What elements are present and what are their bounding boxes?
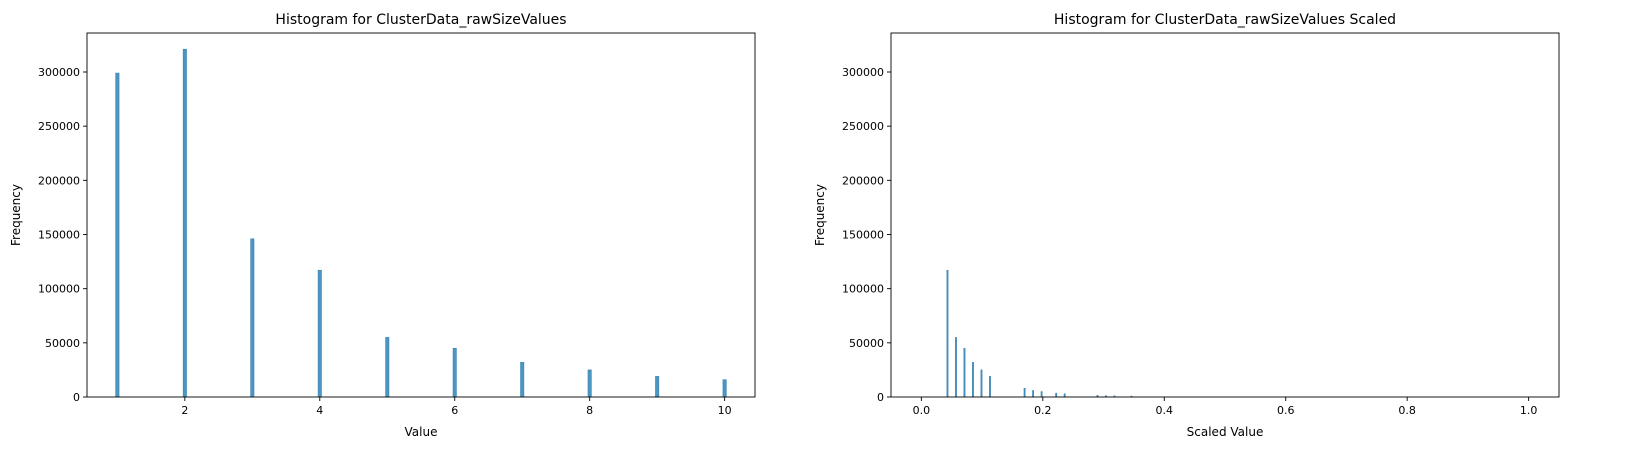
y-tick-label: 0 (877, 391, 884, 404)
y-tick-label: 100000 (842, 283, 884, 296)
x-axis-label: Value (405, 425, 438, 439)
y-tick-label: 100000 (38, 283, 80, 296)
y-ticks: 0 50000 100000 150000 200000 250000 300000 (38, 66, 87, 404)
y-axis-label: Frequency (813, 184, 827, 246)
bar (182, 48, 187, 398)
x-tick-label: 2 (181, 404, 188, 417)
y-tick-label: 250000 (38, 120, 80, 133)
chart-title: Histogram for ClusterData_rawSizeValues … (1054, 12, 1396, 28)
bar (385, 337, 390, 398)
bars (946, 269, 1133, 398)
bar (1032, 390, 1034, 398)
y-tick-label: 300000 (842, 66, 884, 79)
bar (115, 72, 120, 398)
x-tick-label: 10 (718, 404, 732, 417)
y-tick-label: 300000 (38, 66, 80, 79)
bar (972, 362, 974, 398)
bar (1040, 391, 1043, 398)
y-tick-label: 150000 (38, 229, 80, 242)
y-tick-label: 200000 (842, 174, 884, 187)
x-tick-label: 0.4 (1156, 404, 1174, 417)
x-tick-label: 1.0 (1520, 404, 1538, 417)
chart-raw-size-values: Histogram for ClusterData_rawSizeValues … (9, 12, 756, 439)
bar (722, 379, 727, 398)
y-tick-label: 250000 (842, 120, 884, 133)
x-tick-label: 0.0 (913, 404, 931, 417)
bar (520, 362, 525, 398)
chart-title: Histogram for ClusterData_rawSizeValues (275, 12, 566, 28)
x-tick-label: 8 (586, 404, 593, 417)
y-tick-label: 50000 (849, 337, 884, 350)
bar (317, 269, 322, 398)
bar (655, 376, 660, 398)
bar (946, 269, 949, 398)
bar (963, 347, 966, 398)
bar (250, 238, 255, 398)
bar (989, 376, 991, 398)
x-tick-label: 4 (316, 404, 323, 417)
x-tick-label: 6 (451, 404, 458, 417)
x-axis-label: Scaled Value (1187, 425, 1264, 439)
y-ticks: 0 50000 100000 150000 200000 250000 300000 (842, 66, 891, 404)
bar (1023, 388, 1026, 398)
bar (452, 347, 457, 398)
y-tick-label: 0 (73, 391, 80, 404)
x-tick-label: 0.8 (1398, 404, 1416, 417)
plot-frame (86, 32, 756, 398)
bar (1063, 393, 1066, 398)
y-tick-label: 150000 (842, 229, 884, 242)
chart-raw-size-values-scaled: Histogram for ClusterData_rawSizeValues … (813, 12, 1560, 439)
bar (1055, 392, 1058, 398)
bars (115, 48, 727, 398)
y-tick-label: 50000 (45, 337, 80, 350)
x-ticks: 2 4 6 8 10 (181, 397, 732, 417)
y-tick-label: 200000 (38, 174, 80, 187)
bar (980, 369, 983, 398)
bar (955, 337, 957, 398)
x-tick-label: 0.6 (1277, 404, 1295, 417)
y-axis-label: Frequency (9, 184, 23, 246)
plot-frame (890, 32, 1560, 398)
x-tick-label: 0.2 (1034, 404, 1052, 417)
bar (587, 369, 592, 398)
x-ticks: 0.0 0.2 0.4 0.6 0.8 1.0 (913, 397, 1538, 417)
